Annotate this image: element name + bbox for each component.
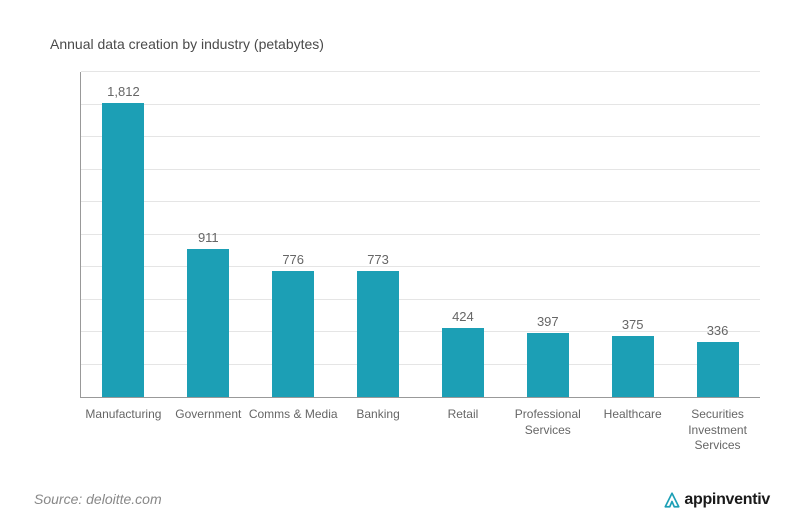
bar-slot: 375Healthcare bbox=[590, 72, 675, 397]
chart-title: Annual data creation by industry (petaby… bbox=[50, 36, 324, 52]
bar bbox=[272, 271, 314, 397]
bar-category-label: Professional Services bbox=[503, 407, 593, 438]
bar-category-label: Healthcare bbox=[588, 407, 678, 423]
brand-logo-text: appinventiv bbox=[684, 491, 770, 509]
appinventiv-icon bbox=[663, 491, 681, 509]
bar-slot: 773Banking bbox=[336, 72, 421, 397]
bar-category-label: Banking bbox=[333, 407, 423, 423]
bar-value-label: 424 bbox=[452, 309, 474, 324]
bar bbox=[612, 336, 654, 397]
bar-slot: 336Securities Investment Services bbox=[675, 72, 760, 397]
bar bbox=[102, 103, 144, 397]
bar-value-label: 776 bbox=[282, 252, 304, 267]
bar-slot: 397Professional Services bbox=[505, 72, 590, 397]
bar-category-label: Retail bbox=[418, 407, 508, 423]
bar-category-label: Comms & Media bbox=[248, 407, 338, 423]
bar-value-label: 1,812 bbox=[107, 84, 140, 99]
bar bbox=[527, 333, 569, 398]
bar-slot: 424Retail bbox=[421, 72, 506, 397]
brand-logo: appinventiv bbox=[663, 491, 770, 509]
bar-slot: 911Government bbox=[166, 72, 251, 397]
bar-slot: 776Comms & Media bbox=[251, 72, 336, 397]
bar bbox=[697, 342, 739, 397]
bar-category-label: Securities Investment Services bbox=[673, 407, 763, 454]
bar-value-label: 375 bbox=[622, 317, 644, 332]
bar-slot: 1,812Manufacturing bbox=[81, 72, 166, 397]
bar-value-label: 911 bbox=[198, 230, 219, 245]
plot-region: 1,812Manufacturing911Government776Comms … bbox=[80, 72, 760, 398]
chart-area: 1,812Manufacturing911Government776Comms … bbox=[80, 72, 760, 432]
bars-container: 1,812Manufacturing911Government776Comms … bbox=[81, 72, 760, 397]
bar-category-label: Manufacturing bbox=[78, 407, 168, 423]
bar bbox=[357, 271, 399, 397]
bar-value-label: 336 bbox=[707, 323, 729, 338]
bar bbox=[442, 328, 484, 397]
source-text: Source: deloitte.com bbox=[34, 491, 162, 507]
bar-value-label: 397 bbox=[537, 314, 559, 329]
bar-value-label: 773 bbox=[367, 252, 389, 267]
bar-category-label: Government bbox=[163, 407, 253, 423]
bar bbox=[187, 249, 229, 397]
